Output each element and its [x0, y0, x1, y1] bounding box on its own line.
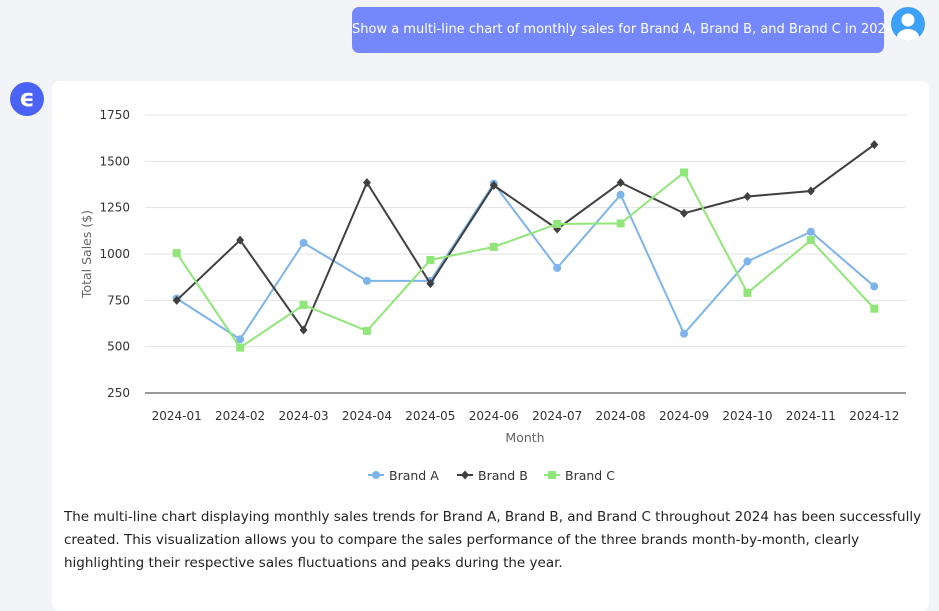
brand-a-point [870, 282, 879, 291]
y-tick-label: 500 [107, 340, 130, 354]
y-tick-label: 250 [107, 386, 130, 400]
brand-a-point [806, 227, 815, 236]
brand-c-line [175, 170, 876, 349]
brand-b-point [299, 325, 308, 335]
x-tick-label: 2024-07 [532, 409, 582, 423]
brand-c-point [489, 242, 498, 251]
brand-c-point [172, 249, 181, 258]
brand-c-point [680, 168, 689, 177]
brand-b-line [176, 143, 875, 333]
brand-c-point [426, 255, 435, 264]
brand-c-point [299, 300, 308, 309]
legend-brand-b-label: Brand B [478, 468, 528, 483]
legend-brand-c-marker [548, 471, 556, 479]
line-chart: 250 500 750 1000 1250 1500 1750 2024-01 2024-02 2… [79, 108, 906, 483]
brand-c-point [806, 236, 815, 245]
x-tick-label: 2024-10 [722, 409, 772, 423]
x-tick-label: 2024-05 [405, 409, 455, 423]
response-text: The multi-line chart displaying monthly … [64, 509, 922, 571]
x-tick-label: 2024-03 [278, 409, 328, 423]
y-tick-label: 1000 [99, 247, 130, 261]
brand-a-point [362, 276, 371, 285]
x-axis-title: Month [505, 430, 544, 445]
brand-c-point [553, 219, 562, 228]
legend-brand-c-label: Brand C [565, 468, 615, 483]
y-tick-label: 1750 [99, 108, 130, 122]
x-tick-label: 2024-11 [786, 409, 836, 423]
brand-b-point [426, 279, 435, 289]
brand-b-point [236, 235, 245, 245]
x-tick-label: 2024-08 [596, 409, 646, 423]
brand-b-point [616, 178, 625, 188]
brand-a-point [299, 238, 308, 247]
brand-a-line [176, 181, 875, 341]
x-tick-label: 2024-06 [469, 409, 519, 423]
brand-a-point [236, 335, 245, 344]
y-axis-title: Total Sales ($) [79, 210, 94, 299]
brand-b-point [806, 186, 815, 196]
user-message: Show a multi-line chart of monthly sales… [352, 7, 894, 53]
x-tick-label: 2024-04 [342, 409, 392, 423]
brand-b-point [743, 192, 752, 202]
brand-c-point [236, 343, 245, 352]
brand-c-point [362, 326, 371, 335]
brand-b-point [680, 208, 689, 218]
x-tick-label: 2024-09 [659, 409, 709, 423]
brand-a-point [553, 263, 562, 272]
brand-b-point [870, 140, 879, 150]
assistant-logo-icon: ϵ [10, 82, 44, 116]
legend-brand-b-marker [461, 470, 469, 480]
brand-b-point [489, 180, 498, 190]
brand-b-point [362, 178, 371, 188]
brand-c-point [870, 304, 879, 313]
y-tick-label: 750 [107, 293, 130, 307]
brand-a-point [743, 257, 752, 266]
x-tick-label: 2024-01 [152, 409, 202, 423]
brand-b-point [172, 295, 181, 305]
y-tick-label: 1250 [99, 201, 130, 215]
x-tick-label: 2024-02 [215, 409, 265, 423]
x-tick-label: 2024-12 [849, 409, 899, 423]
brand-c-point [743, 288, 752, 297]
user-avatar-icon[interactable] [891, 7, 925, 41]
brand-c-point [616, 219, 625, 228]
brand-a-point [616, 190, 625, 199]
assistant-response-card [52, 81, 929, 611]
brand-a-point [680, 329, 689, 338]
legend-brand-a-label: Brand A [389, 468, 439, 483]
y-tick-label: 1500 [99, 154, 130, 168]
legend-brand-a-marker [372, 471, 380, 479]
